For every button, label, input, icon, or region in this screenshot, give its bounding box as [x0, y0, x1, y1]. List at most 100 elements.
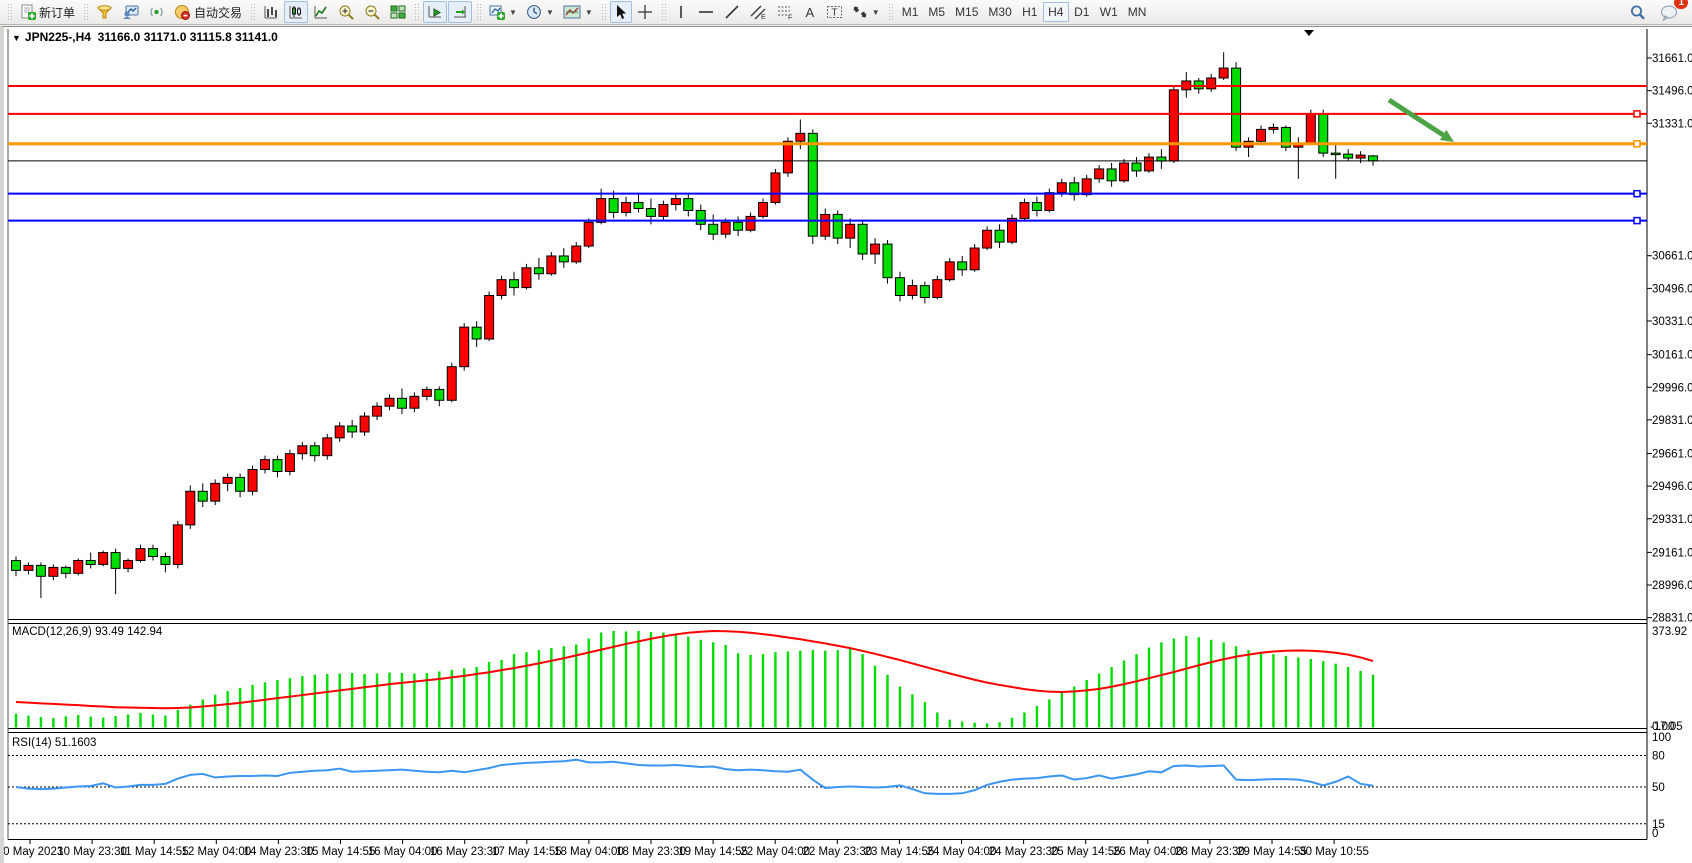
svg-text:25 May 14:55: 25 May 14:55 — [1051, 846, 1121, 858]
text-label-button[interactable]: T — [822, 1, 847, 23]
svg-text:15: 15 — [1652, 819, 1665, 831]
svg-text:50: 50 — [1652, 782, 1665, 794]
equidistant-channel-button[interactable]: E — [745, 1, 771, 23]
chart-title: ▼ JPN225-,H4 31166.0 31171.0 31115.8 3114… — [12, 30, 278, 44]
timeframe-h4[interactable]: H4 — [1042, 2, 1069, 22]
horizontal-line-icon — [697, 4, 715, 20]
arrows-shapes-icon — [852, 4, 868, 20]
toolbar-grip — [660, 3, 666, 21]
svg-text:30 May 10:55: 30 May 10:55 — [1299, 846, 1369, 858]
timeframe-mn[interactable]: MN — [1127, 5, 1147, 19]
user-chart-button[interactable] — [118, 1, 143, 23]
indicators-button[interactable]: ▼ — [485, 1, 521, 23]
svg-text:15 May 14:55: 15 May 14:55 — [306, 846, 376, 858]
text-button[interactable]: A — [799, 1, 821, 23]
trendline-button[interactable] — [720, 1, 744, 23]
timeframe-d1[interactable]: D1 — [1074, 5, 1090, 19]
svg-text:19 May 14:55: 19 May 14:55 — [678, 846, 748, 858]
bar-chart-button[interactable] — [259, 1, 283, 23]
zoom-out-button[interactable] — [360, 1, 385, 23]
svg-text:0.00: 0.00 — [1652, 721, 1674, 733]
toolbar-grip — [476, 3, 482, 21]
rsi-name: RSI(14) — [12, 737, 52, 749]
svg-text:29996.0: 29996.0 — [1652, 382, 1692, 394]
timeframe-m30[interactable]: M30 — [988, 5, 1012, 19]
timeframe-m5[interactable]: M5 — [928, 5, 946, 19]
symbol-period-label: JPN225-,H4 — [24, 30, 91, 44]
cursor-button[interactable] — [609, 1, 632, 23]
templates-button[interactable]: ▼ — [559, 1, 597, 23]
toolbar-grip — [414, 3, 420, 21]
timeframe-m1[interactable]: M1 — [901, 5, 919, 19]
svg-text:14 May 23:30: 14 May 23:30 — [244, 846, 314, 858]
autotrading-button[interactable]: 自动交易 — [170, 1, 246, 23]
line-chart-button[interactable] — [309, 1, 333, 23]
svg-text:30161.0: 30161.0 — [1652, 350, 1692, 362]
svg-text:29161.0: 29161.0 — [1652, 547, 1692, 559]
search-button[interactable] — [1625, 1, 1650, 23]
horizontal-line-button[interactable] — [693, 1, 719, 23]
svg-text:28996.0: 28996.0 — [1652, 580, 1692, 592]
autoscroll-icon — [427, 4, 443, 20]
svg-text:18 May 23:30: 18 May 23:30 — [616, 846, 686, 858]
funnel-button[interactable] — [92, 1, 117, 23]
svg-text:12 May 04:00: 12 May 04:00 — [181, 846, 251, 858]
zoom-in-button[interactable] — [334, 1, 359, 23]
svg-text:100: 100 — [1652, 732, 1671, 744]
chart-canvas[interactable]: 31661.0 31496.0 31331.0 30661.0 30496.0 30331… — [4, 27, 1692, 863]
cursor-icon — [614, 4, 628, 20]
toolbar-grip — [887, 3, 893, 21]
svg-text:22 May 04:00: 22 May 04:00 — [740, 846, 810, 858]
fibonacci-icon: F — [776, 4, 794, 20]
new-order-button[interactable]: 新订单 — [16, 1, 79, 23]
template-icon — [563, 4, 581, 20]
svg-text:10 May 23:30: 10 May 23:30 — [57, 846, 127, 858]
timeframe-m15[interactable]: M15 — [955, 5, 979, 19]
candlestick-chart-button[interactable] — [284, 1, 309, 23]
toolbar-grip — [7, 3, 12, 21]
timeframe-bar: M1 M5 M15 M30 H1 H4 D1 W1 MN — [897, 2, 1152, 22]
user-chart-icon — [122, 4, 139, 20]
svg-text:30661.0: 30661.0 — [1652, 251, 1692, 263]
svg-text:29331.0: 29331.0 — [1652, 514, 1692, 526]
signal-icon — [148, 4, 165, 20]
autotrading-label: 自动交易 — [194, 5, 243, 20]
text-label-icon: T — [826, 4, 843, 20]
macd-name: MACD(12,26,9) — [12, 626, 92, 638]
zoom-in-icon — [338, 4, 355, 20]
svg-text:24 May 23:30: 24 May 23:30 — [989, 846, 1059, 858]
dropdown-caret-icon: ▼ — [871, 7, 880, 17]
svg-text:28 May 23:30: 28 May 23:30 — [1175, 846, 1245, 858]
svg-text:31331.0: 31331.0 — [1652, 118, 1692, 130]
timeframe-w1[interactable]: W1 — [1099, 5, 1118, 19]
dropdown-caret-icon: ▼ — [584, 7, 593, 17]
tile-windows-icon — [390, 4, 406, 20]
rsi-value: 51.1603 — [54, 737, 97, 749]
text-icon: A — [805, 4, 815, 20]
new-order-icon — [20, 4, 36, 20]
svg-text:18 May 04:00: 18 May 04:00 — [554, 846, 624, 858]
funnel-icon — [96, 4, 113, 20]
autoscroll-button[interactable] — [423, 1, 448, 23]
chart-window: 31661.0 31496.0 31331.0 30661.0 30496.0 30331… — [0, 26, 1692, 863]
timeframe-h1[interactable]: H1 — [1022, 5, 1038, 19]
arrows-shapes-button[interactable]: ▼ — [848, 1, 884, 23]
indicators-icon — [489, 4, 506, 20]
svg-text:16 May 23:30: 16 May 23:30 — [430, 846, 500, 858]
fibonacci-button[interactable]: F — [772, 1, 798, 23]
svg-text:30331.0: 30331.0 — [1652, 316, 1692, 328]
vertical-line-button[interactable] — [670, 1, 692, 23]
chat-button[interactable]: 1 — [1656, 0, 1688, 23]
svg-text:F: F — [788, 15, 792, 21]
crosshair-button[interactable] — [633, 1, 657, 23]
chart-shift-button[interactable] — [448, 1, 473, 23]
tile-windows-button[interactable] — [386, 1, 410, 23]
candlestick-chart-icon — [288, 4, 304, 20]
svg-text:80: 80 — [1652, 751, 1665, 763]
chart-menu-caret-icon[interactable]: ▼ — [12, 33, 21, 43]
chart-shift-icon — [452, 4, 468, 20]
svg-text:29496.0: 29496.0 — [1652, 481, 1692, 493]
periods-button[interactable]: ▼ — [522, 1, 558, 23]
signal-button[interactable] — [144, 1, 169, 23]
